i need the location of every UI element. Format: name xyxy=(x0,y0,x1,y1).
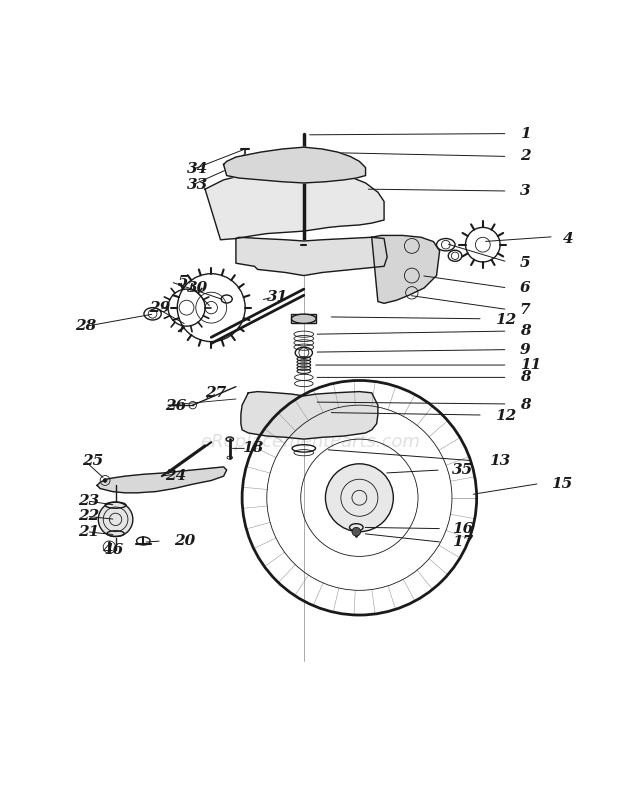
Circle shape xyxy=(352,527,361,536)
Text: 33: 33 xyxy=(187,178,208,192)
Text: 15: 15 xyxy=(551,477,572,492)
Text: 17: 17 xyxy=(452,535,473,549)
Text: 12: 12 xyxy=(495,313,516,327)
Text: 25: 25 xyxy=(82,454,103,468)
Text: 8: 8 xyxy=(520,398,531,413)
Text: 23: 23 xyxy=(79,494,100,508)
Text: 20: 20 xyxy=(174,534,195,548)
Circle shape xyxy=(309,157,317,166)
Text: 24: 24 xyxy=(165,469,186,483)
Text: 8: 8 xyxy=(520,324,531,338)
Circle shape xyxy=(326,464,393,531)
Text: 2: 2 xyxy=(520,149,531,164)
Text: 21: 21 xyxy=(79,525,100,539)
Text: 28: 28 xyxy=(76,319,97,334)
Text: 35: 35 xyxy=(452,463,473,477)
Polygon shape xyxy=(224,147,366,183)
Bar xyxy=(291,314,316,323)
Text: 27: 27 xyxy=(205,385,226,400)
Text: 1: 1 xyxy=(520,127,531,140)
Ellipse shape xyxy=(291,314,316,323)
Text: 13: 13 xyxy=(489,454,510,468)
Text: 12: 12 xyxy=(495,409,516,423)
Text: 5: 5 xyxy=(177,275,188,289)
Text: 9: 9 xyxy=(520,342,531,357)
Polygon shape xyxy=(372,235,440,303)
Text: 11: 11 xyxy=(520,358,541,372)
Text: 7: 7 xyxy=(520,302,531,317)
Text: 22: 22 xyxy=(79,509,100,523)
Polygon shape xyxy=(205,171,384,239)
Polygon shape xyxy=(97,467,227,493)
Text: 26: 26 xyxy=(165,400,186,413)
Text: 34: 34 xyxy=(187,163,208,176)
Circle shape xyxy=(104,479,107,482)
Text: 6: 6 xyxy=(520,281,531,295)
Polygon shape xyxy=(236,237,387,275)
Text: 4: 4 xyxy=(563,231,574,246)
Polygon shape xyxy=(241,392,378,439)
Text: 3: 3 xyxy=(520,184,531,198)
Text: eReplacementParts.com: eReplacementParts.com xyxy=(200,433,420,451)
Text: 16: 16 xyxy=(452,522,473,535)
Text: 18: 18 xyxy=(242,441,264,456)
Text: 29: 29 xyxy=(149,301,170,314)
Text: 5: 5 xyxy=(520,256,531,271)
Text: 46: 46 xyxy=(104,543,125,557)
Text: 30: 30 xyxy=(187,281,208,295)
Text: 8: 8 xyxy=(520,370,531,385)
Text: 31: 31 xyxy=(267,290,288,304)
Circle shape xyxy=(99,502,133,536)
Circle shape xyxy=(241,155,250,164)
